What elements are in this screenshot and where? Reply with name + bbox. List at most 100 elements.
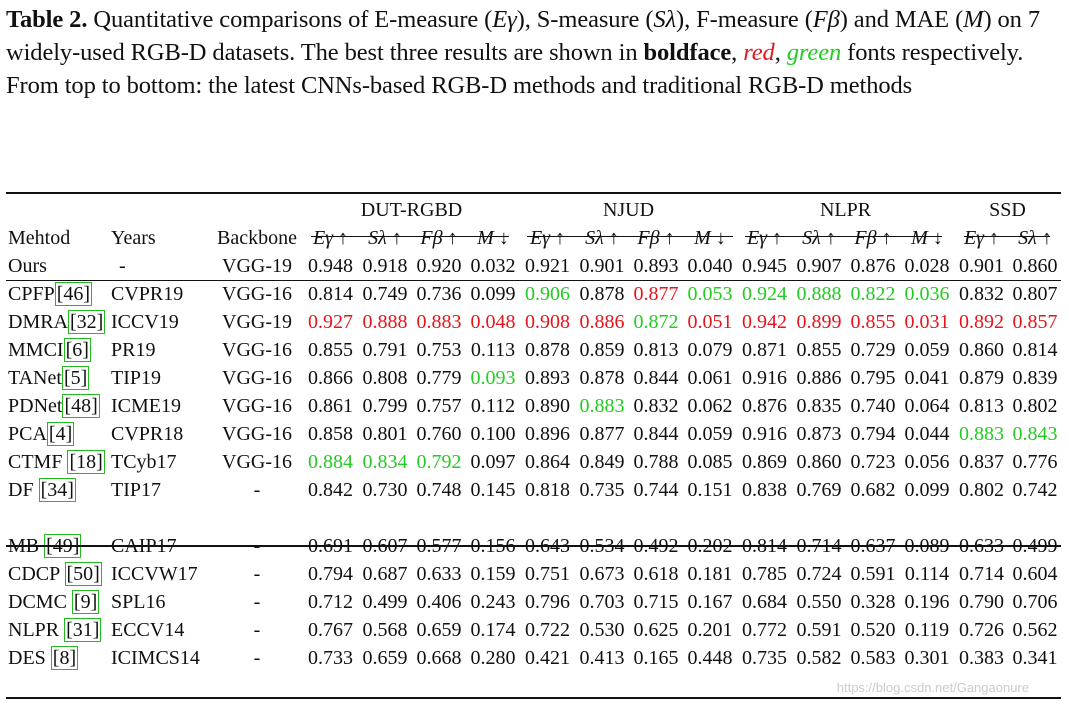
metric-value-cell: 0.733 — [308, 646, 353, 669]
metric-value-cell: 0.837 — [959, 450, 1004, 473]
column-header-metric: Eγ ↑ — [746, 226, 783, 249]
citation-link[interactable]: [8] — [50, 645, 79, 670]
metric-value-cell: 0.448 — [687, 646, 733, 669]
citation-link[interactable]: [46] — [54, 281, 93, 306]
metric-value-cell: 0.918 — [362, 254, 408, 277]
metric-value-cell: 0.243 — [470, 590, 516, 613]
citation-link[interactable]: [4] — [46, 421, 75, 446]
method-name-cell: CDCP [50] — [6, 560, 109, 588]
metric-value-cell: 0.051 — [687, 310, 733, 333]
metric-value-cell: 0.921 — [525, 254, 570, 277]
metric-value-cell: 0.924 — [742, 282, 787, 305]
method-name-cell: MMCI [6] — [6, 336, 109, 364]
metric-value-cell: 0.877 — [633, 282, 679, 305]
metric-value-cell: 0.855 — [850, 310, 896, 333]
metric-value-cell: 0.328 — [850, 590, 896, 613]
metric-value-cell: 0.687 — [362, 562, 408, 585]
metric-value-cell: 0.901 — [959, 254, 1004, 277]
table-caption: Table 2. Quantitative comparisons of E-m… — [6, 3, 1062, 102]
method-name: DMRA — [8, 310, 69, 333]
metric-value-cell: 0.724 — [796, 562, 842, 585]
table-row: CPFP [46] CVPR19 VGG-16 0.814 0.749 0.736 0.099… — [6, 280, 1061, 308]
metric-value-cell: 0.181 — [687, 562, 733, 585]
metric-value-cell: 0.844 — [633, 422, 679, 445]
metric-value-cell: 0.872 — [633, 310, 679, 333]
metric-value-cell: 0.413 — [579, 646, 625, 669]
metric-value-cell: 0.767 — [308, 618, 353, 641]
metric-value-cell: 0.706 — [1012, 590, 1058, 613]
citation-link[interactable]: [9] — [71, 589, 100, 614]
metric-value-cell: 0.530 — [579, 618, 625, 641]
backbone-cell: - — [253, 478, 261, 501]
year-cell: ICCVW17 — [111, 562, 198, 585]
section-separator — [6, 504, 1061, 532]
caption-symbol: Fβ — [812, 6, 840, 33]
column-header-metric: Fβ ↑ — [854, 226, 892, 249]
citation-link[interactable]: [18] — [67, 449, 105, 474]
metric-value-cell: 0.748 — [416, 478, 462, 501]
metric-value-cell: 0.808 — [362, 366, 408, 389]
method-name-cell: DCMC [9] — [6, 588, 109, 616]
caption-bold-word: boldface — [643, 39, 732, 66]
metric-value-cell: 0.062 — [687, 394, 733, 417]
table-row: DES [8] ICIMCS14-0.733 0.659 0.668 0.280 0.42… — [6, 644, 1061, 672]
metric-value-cell: 0.892 — [959, 310, 1004, 333]
citation-link[interactable]: [31] — [64, 617, 102, 642]
metric-value-cell: 0.794 — [308, 562, 353, 585]
method-name-cell: NLPR [31] — [6, 616, 109, 644]
citation-link[interactable]: [5] — [61, 365, 90, 390]
metric-value-cell: 0.668 — [416, 646, 462, 669]
caption-symbol: M — [963, 6, 984, 33]
group-rule — [964, 236, 1050, 237]
year-cell: PR19 — [111, 338, 156, 361]
group-header: NJUD — [602, 198, 655, 221]
backbone-cell: - — [253, 646, 261, 669]
metric-value-cell: 0.878 — [579, 282, 625, 305]
metric-value-cell: 0.059 — [904, 338, 950, 361]
metric-value-cell: 0.927 — [308, 310, 353, 333]
group-header: NLPR — [819, 198, 872, 221]
metric-value-cell: 0.085 — [687, 450, 733, 473]
metric-value-cell: 0.742 — [1012, 478, 1058, 501]
metric-value-cell: 0.855 — [308, 338, 353, 361]
metric-value-cell: 0.835 — [796, 394, 842, 417]
metric-value-cell: 0.877 — [579, 422, 625, 445]
citation-link[interactable]: [48] — [62, 393, 100, 418]
metric-value-cell: 0.802 — [959, 478, 1004, 501]
table-row: Ours - VGG-19 0.948 0.918 0.920 0.032 0.921 0.90… — [6, 252, 1061, 280]
metric-value-cell: 0.028 — [904, 254, 950, 277]
metric-value-cell: 0.858 — [308, 422, 353, 445]
metric-value-cell: 0.099 — [470, 282, 516, 305]
metric-value-cell: 0.890 — [525, 394, 570, 417]
metric-value-cell: 0.790 — [959, 590, 1004, 613]
metric-value-cell: 0.053 — [687, 282, 733, 305]
metric-value-cell: 0.832 — [633, 394, 679, 417]
metric-value-cell: 0.301 — [904, 646, 950, 669]
metric-value-cell: 0.860 — [1012, 254, 1058, 277]
caption-text: , — [731, 39, 744, 66]
metric-value-cell: 0.735 — [579, 478, 625, 501]
metric-value-cell: 0.844 — [633, 366, 679, 389]
metric-value-cell: 0.201 — [687, 618, 733, 641]
group-header: SSD — [989, 198, 1026, 221]
metric-value-cell: 0.832 — [959, 282, 1004, 305]
metric-value-cell: 0.769 — [796, 478, 842, 501]
metric-value-cell: 0.093 — [470, 366, 516, 389]
metric-value-cell: 0.550 — [796, 590, 842, 613]
metric-value-cell: 0.802 — [1012, 394, 1058, 417]
separator-cell — [6, 504, 1061, 532]
method-name: DF — [8, 478, 34, 501]
metric-value-cell: 0.499 — [362, 590, 408, 613]
citation-link[interactable]: [6] — [63, 337, 91, 362]
citation-link[interactable]: [34] — [38, 477, 76, 502]
metric-value-cell: 0.916 — [742, 366, 787, 389]
header-group-row: DUT-RGBD NJUD NLPR SSD — [6, 196, 1061, 224]
method-name-cell: TANet [5] — [6, 364, 109, 392]
metric-value-cell: 0.791 — [362, 338, 408, 361]
metric-value-cell: 0.871 — [742, 338, 787, 361]
metric-value-cell: 0.712 — [308, 590, 353, 613]
metric-value-cell: 0.582 — [796, 646, 842, 669]
metric-value-cell: 0.893 — [525, 366, 570, 389]
citation-link[interactable]: [32] — [68, 309, 106, 334]
citation-link[interactable]: [50] — [64, 561, 102, 586]
